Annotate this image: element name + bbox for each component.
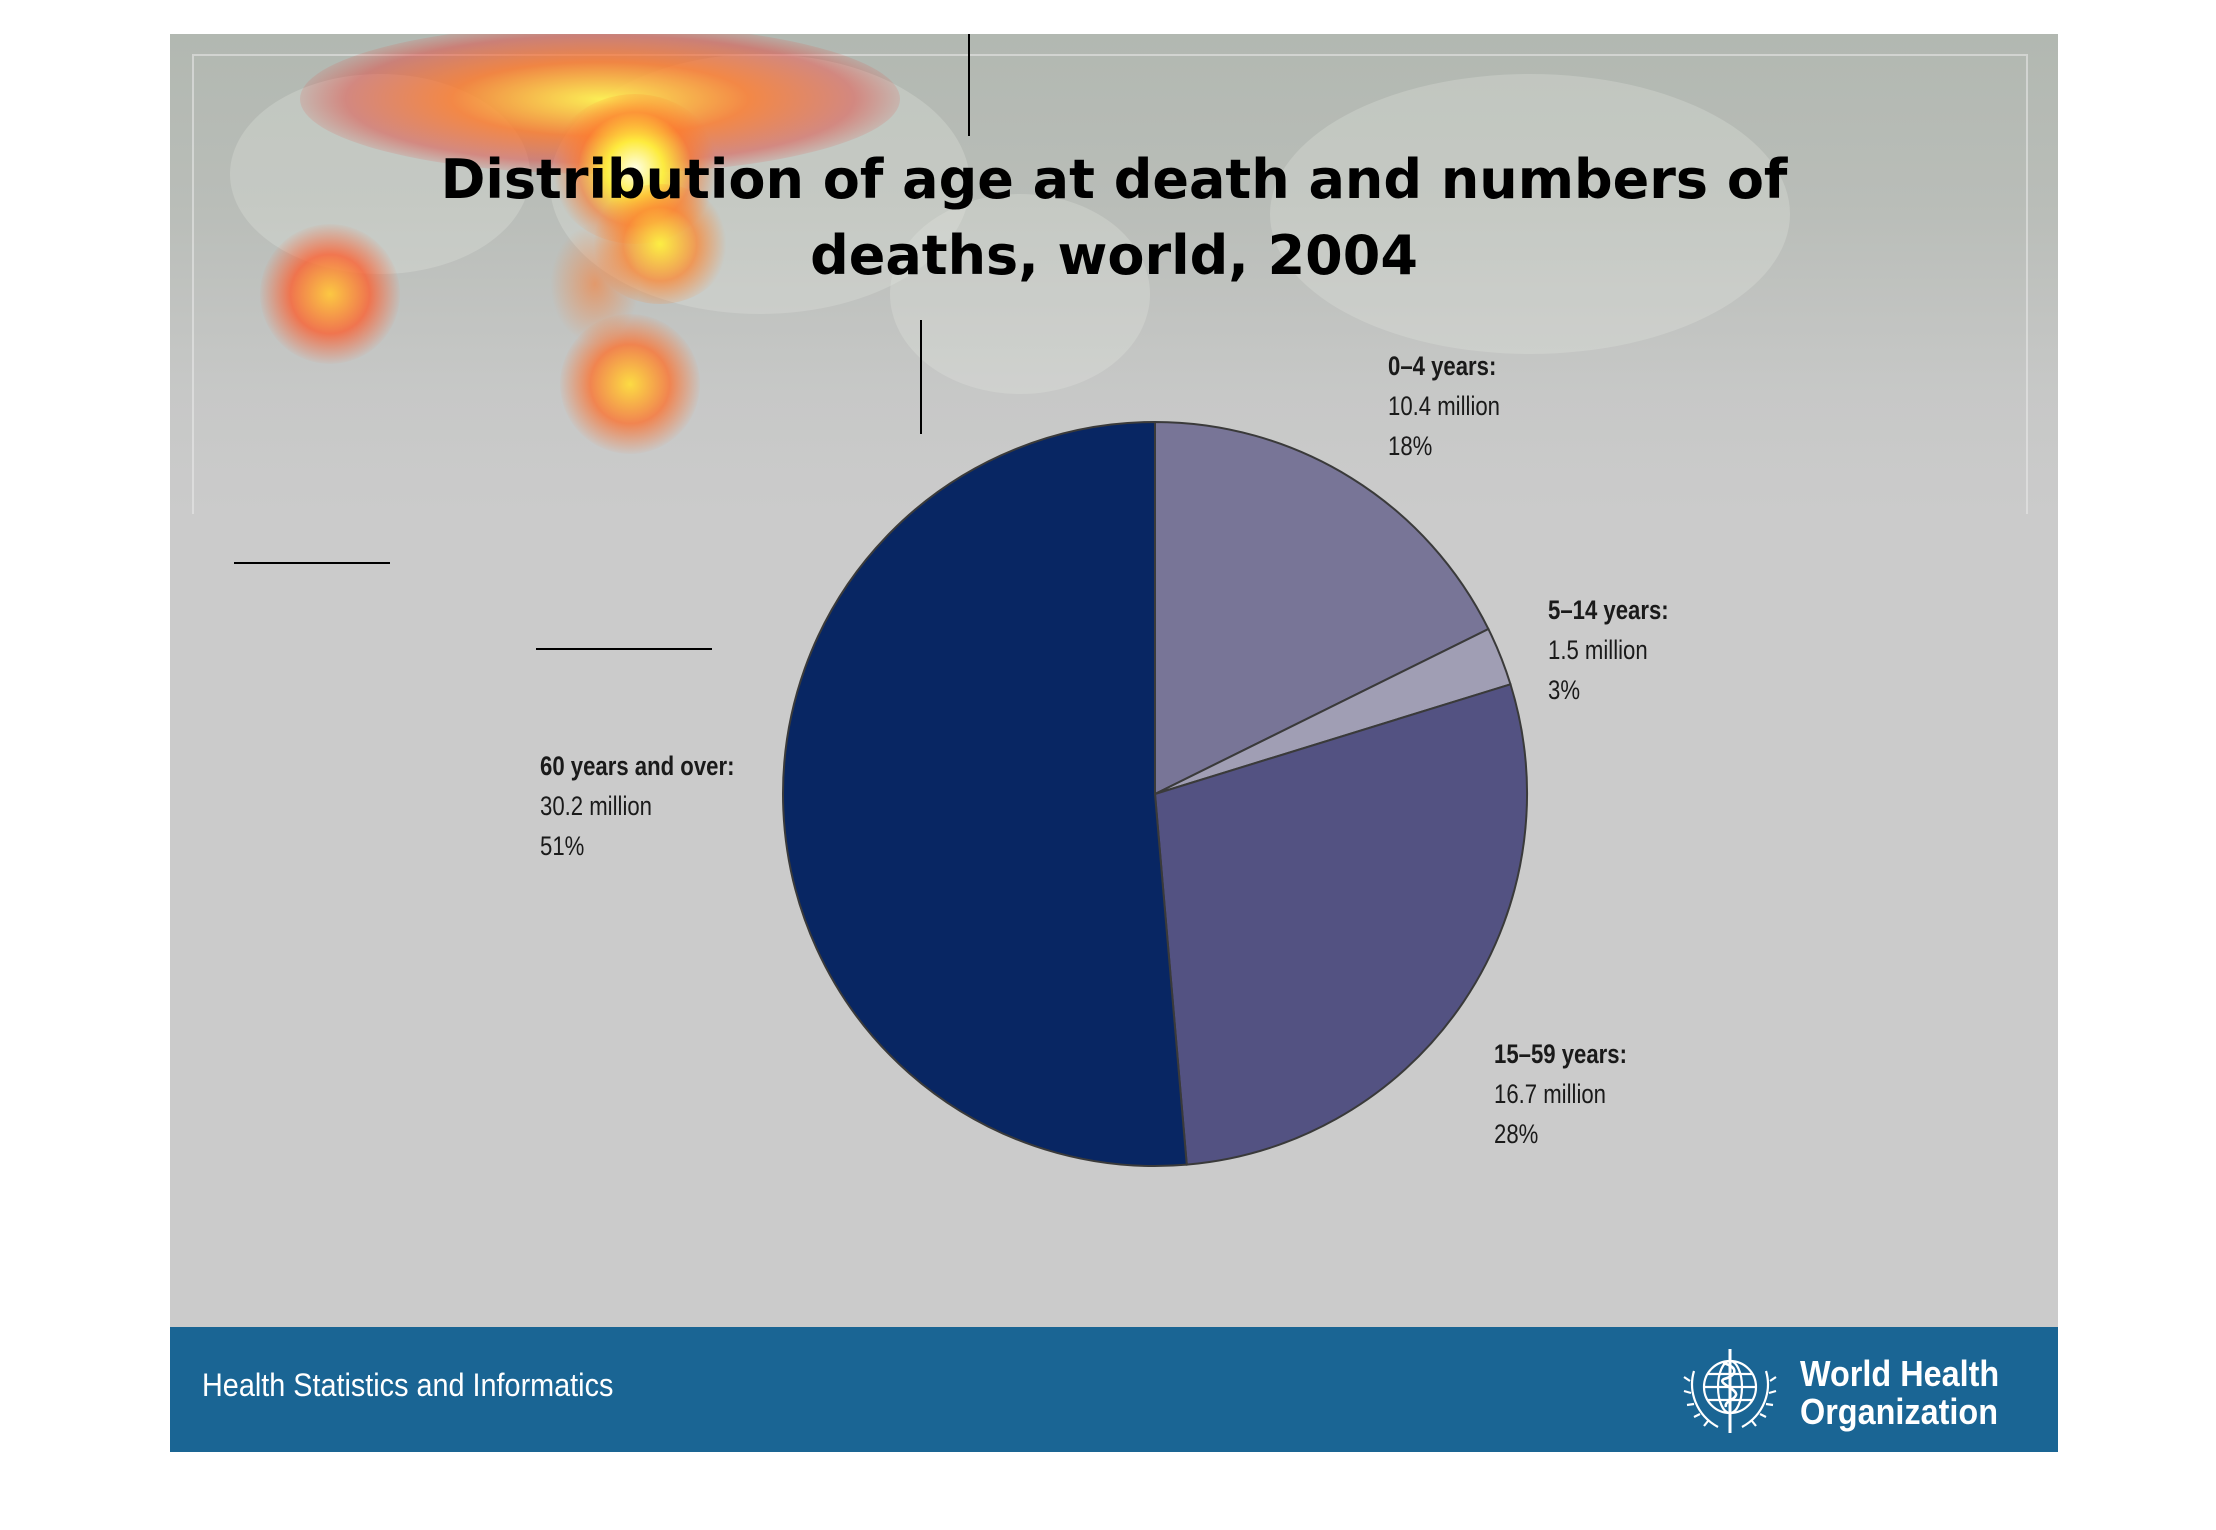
who-emblem-icon	[1683, 1349, 1777, 1433]
slice-percent: 51%	[540, 831, 585, 861]
pie-slice-0	[1154, 420, 1490, 796]
map-continent	[890, 194, 1150, 394]
title-line-1: Distribution of age at death and numbers…	[440, 148, 1788, 211]
who-wordmark: World Health Organization	[1800, 1355, 1999, 1431]
divider-line	[536, 648, 712, 650]
pie-slice-2	[1153, 683, 1528, 1166]
pie-chart	[782, 420, 1528, 1167]
divider-line	[920, 320, 922, 434]
slice-category: 60 years and over:	[540, 751, 735, 781]
slice-label-5-14: 5–14 years: 1.5 million 3%	[1548, 590, 1669, 710]
slice-percent: 28%	[1494, 1119, 1539, 1149]
slice-label-60-over: 60 years and over: 30.2 million 51%	[540, 746, 734, 866]
slide-title: Distribution of age at death and numbers…	[170, 142, 2058, 294]
slice-percent: 3%	[1548, 675, 1581, 705]
slice-category: 15–59 years:	[1494, 1039, 1627, 1069]
pie-slice-3	[782, 420, 1188, 1167]
slice-percent: 18%	[1388, 431, 1433, 461]
banner-frame	[192, 54, 2028, 514]
footer-bar: Health Statistics and Informatics World …	[170, 1327, 2058, 1452]
divider-line	[234, 562, 390, 564]
divider-line	[968, 34, 970, 136]
slice-value: 16.7 million	[1494, 1079, 1606, 1109]
title-line-2: deaths, world, 2004	[810, 224, 1418, 287]
footer-department-text: Health Statistics and Informatics	[202, 1367, 614, 1403]
slice-label-15-59: 15–59 years: 16.7 million 28%	[1494, 1034, 1627, 1154]
slice-value: 10.4 million	[1388, 391, 1500, 421]
who-name-line-1: World Health	[1800, 1353, 2000, 1394]
who-name-line-2: Organization	[1800, 1391, 1999, 1432]
slice-category: 0–4 years:	[1388, 351, 1497, 381]
map-continent	[1270, 74, 1790, 354]
slice-label-0-4: 0–4 years: 10.4 million 18%	[1388, 346, 1500, 466]
slice-value: 1.5 million	[1548, 635, 1648, 665]
slice-category: 5–14 years:	[1548, 595, 1669, 625]
slice-value: 30.2 million	[540, 791, 652, 821]
slide: Distribution of age at death and numbers…	[170, 34, 2058, 1452]
